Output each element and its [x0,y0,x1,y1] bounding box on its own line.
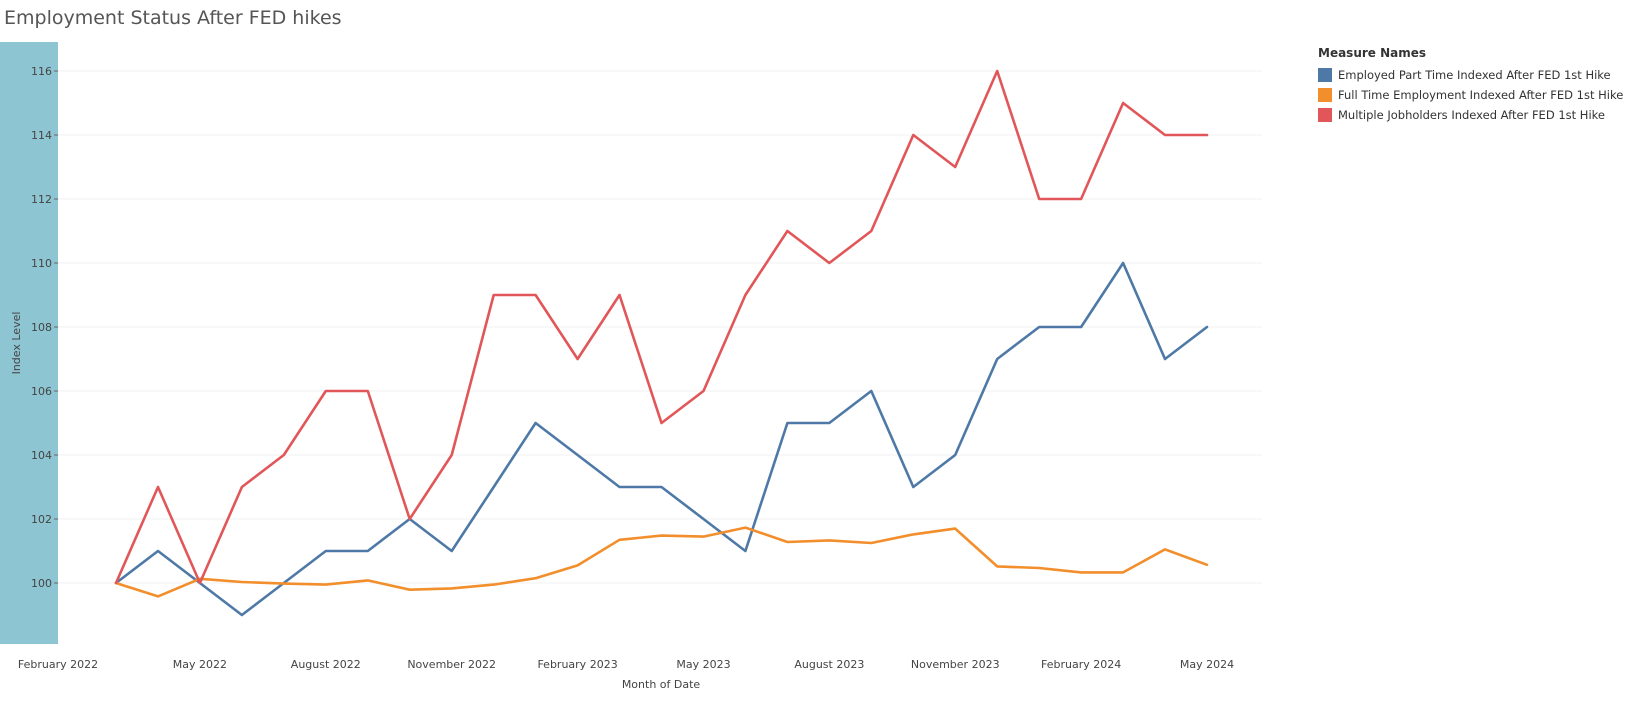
y-tick-label: 102 [31,513,52,526]
y-tick-label: 110 [31,257,52,270]
y-tick-label: 108 [31,321,52,334]
x-tick-label: August 2023 [794,658,864,671]
x-tick-label: November 2023 [911,658,1000,671]
series-line-1[interactable] [114,526,1209,598]
legend-swatch [1318,88,1332,102]
x-tick-label: February 2023 [537,658,617,671]
x-tick-label: November 2022 [407,658,496,671]
y-axis-label: Index Level [10,312,23,375]
legend-item-full-time[interactable]: Full Time Employment Indexed After FED 1… [1318,85,1623,105]
legend-label: Employed Part Time Indexed After FED 1st… [1338,68,1611,82]
x-tick-label: May 2023 [676,658,730,671]
x-tick-label: May 2024 [1180,658,1234,671]
legend-item-multiple-jobholders[interactable]: Multiple Jobholders Indexed After FED 1s… [1318,105,1623,125]
series-line-2[interactable] [114,69,1209,585]
x-axis-label: Month of Date [622,678,701,691]
legend-swatch [1318,108,1332,122]
chart-title: Employment Status After FED hikes [4,7,342,29]
y-tick-label: 106 [31,385,52,398]
x-tick-label: February 2024 [1041,658,1121,671]
x-tick-label: February 2022 [18,658,98,671]
gridlines [58,70,1262,584]
legend-swatch [1318,68,1332,82]
y-axis-ticks: 100 102 104 106 108 110 112 114 116 [31,65,58,590]
x-axis-ticks: February 2022 May 2022 August 2022 November… [18,658,1234,671]
x-tick-label: May 2022 [173,658,227,671]
series-lines [114,69,1209,617]
legend-label: Full Time Employment Indexed After FED 1… [1338,88,1624,102]
y-tick-label: 104 [31,449,52,462]
legend-title: Measure Names [1318,46,1427,60]
y-tick-label: 116 [31,65,52,78]
legend: Measure Names Employed Part Time Indexed… [1318,46,1623,125]
y-tick-label: 100 [31,577,52,590]
x-tick-label: August 2022 [291,658,361,671]
y-tick-label: 112 [31,193,52,206]
y-tick-label: 114 [31,129,52,142]
legend-label: Multiple Jobholders Indexed After FED 1s… [1338,108,1605,122]
series-line-0[interactable] [114,261,1209,617]
y-axis-band [0,42,58,644]
legend-item-part-time[interactable]: Employed Part Time Indexed After FED 1st… [1318,65,1623,85]
